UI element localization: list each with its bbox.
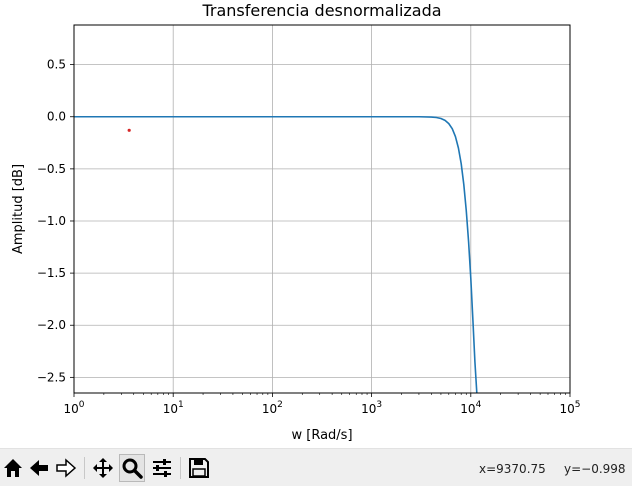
x-tick-label-base: 10 [460,402,475,416]
x-tick-label-exponent: 1 [178,400,184,410]
x-tick-label-base: 10 [559,402,574,416]
y-tick-label: 0.0 [47,110,66,124]
chart-title: Transferencia desnormalizada [201,1,441,20]
floppy-disk-icon [189,458,209,478]
figure-background [0,0,632,448]
arrow-right-icon [56,458,77,478]
plot-lines [74,115,478,393]
y-tick-label: −1.0 [37,214,66,228]
x-tick-label: 100 [63,400,84,416]
back-button[interactable] [26,454,52,482]
pan-button[interactable] [90,454,116,482]
x-tick-label-base: 10 [63,402,78,416]
x-tick-label-base: 10 [262,402,277,416]
toolbar-separator [84,457,85,479]
y-tick-label: −0.5 [37,162,66,176]
series-line [74,115,478,393]
x-tick-label-exponent: 5 [575,400,581,410]
axis-ticks: 100 101 102 103 104 1050.50.0−0.5−1.0−1.5−2.0… [37,58,581,416]
x-tick-label-exponent: 0 [79,400,85,410]
x-tick-label: 104 [460,400,481,416]
magnifier-icon [122,458,143,479]
axes-frame [73,24,571,394]
x-tick-label-exponent: 3 [376,400,382,410]
home-button[interactable] [0,454,26,482]
x-tick-label-base: 10 [361,402,376,416]
y-tick-label: 0.5 [47,58,66,72]
zoom-button[interactable] [119,454,145,482]
figure-canvas[interactable]: Transferencia desnormalizada 100 101 102 10… [0,0,632,448]
y-tick-label: −2.0 [37,318,66,332]
toolbar-separator [180,457,181,479]
x-tick-label-exponent: 4 [476,400,482,410]
home-icon [4,459,22,477]
x-tick-label: 101 [163,400,184,416]
x-tick-label-exponent: 2 [277,400,283,410]
y-tick-label: −1.5 [37,266,66,280]
sliders-icon [153,459,171,477]
move-icon [93,458,113,478]
cursor-x-readout: x=9370.75 [479,462,546,476]
y-tick-label: −2.5 [37,370,66,384]
x-tick-label: 103 [361,400,382,416]
forward-button[interactable] [53,454,79,482]
x-tick-label: 105 [559,400,580,416]
x-tick-label: 102 [262,400,283,416]
x-tick-label-base: 10 [163,402,178,416]
x-axis-label: w [Rad/s] [291,428,352,443]
save-button[interactable] [186,454,212,482]
configure-subplots-button[interactable] [149,454,175,482]
arrow-left-icon [30,460,48,476]
cursor-y-readout: y=−0.998 [564,462,626,476]
y-axis-label: Amplitud [dB] [11,164,26,254]
data-point-marker [127,128,131,132]
navigation-toolbar: x=9370.75 y=−0.998 [0,448,632,486]
